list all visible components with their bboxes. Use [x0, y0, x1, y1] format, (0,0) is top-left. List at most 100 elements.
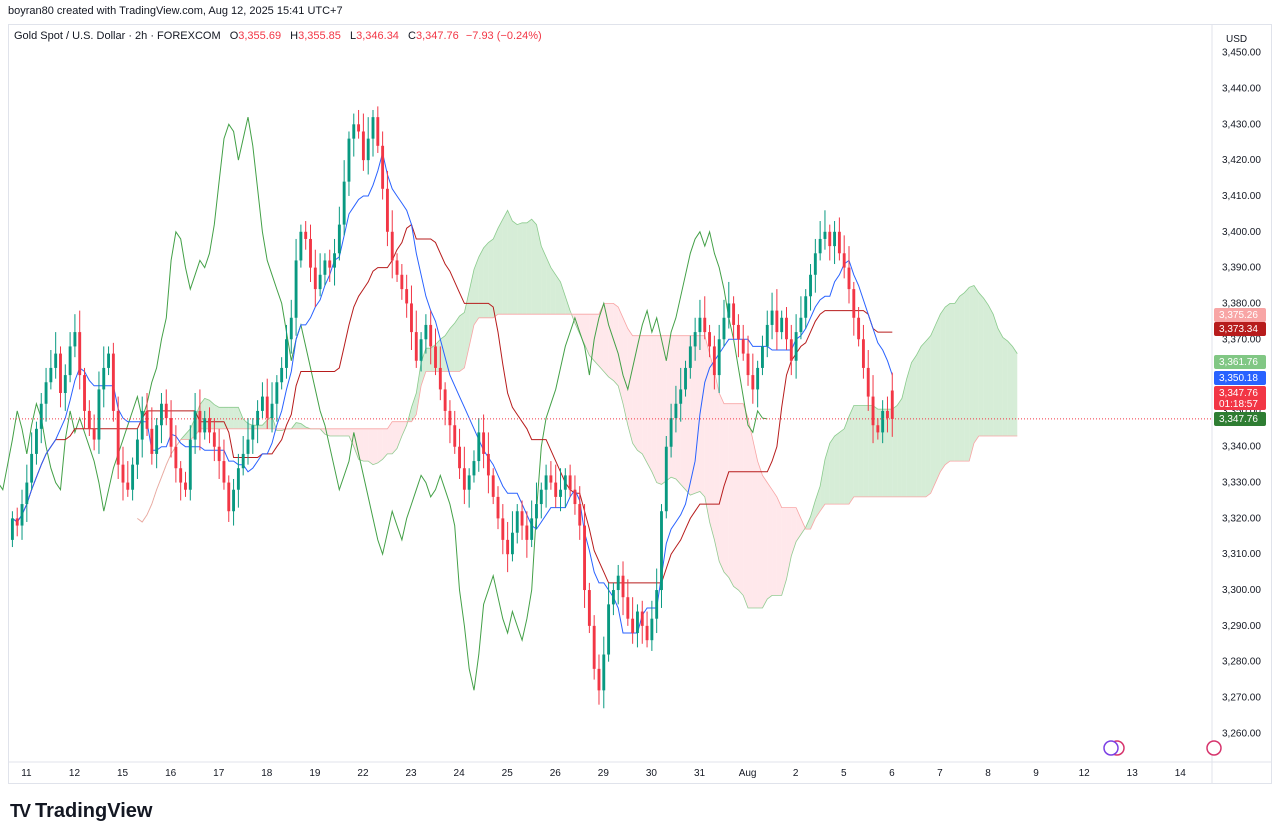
candle — [131, 457, 135, 501]
cloud-segment — [829, 435, 835, 505]
candle — [616, 564, 620, 605]
candle — [453, 410, 457, 454]
cloud-segment — [772, 489, 777, 596]
change-value: −7.93 (−0.24%) — [465, 30, 542, 42]
candle — [515, 504, 519, 544]
cloud-segment — [584, 314, 590, 356]
time-tick-label: 18 — [261, 768, 273, 779]
candle — [794, 314, 798, 379]
time-tick-label: 17 — [213, 768, 225, 779]
candle — [462, 446, 466, 505]
candle — [607, 582, 611, 662]
cloud-segment — [454, 315, 460, 372]
candle — [458, 428, 461, 479]
candle — [44, 367, 48, 422]
cloud-segment — [560, 281, 566, 315]
cloud-segment — [719, 393, 724, 573]
candle — [727, 281, 731, 329]
time-tick-label: 12 — [69, 768, 81, 779]
candle — [429, 310, 433, 365]
candle — [160, 393, 163, 444]
time-tick-label: 22 — [357, 768, 369, 779]
cloud-segment — [228, 407, 234, 429]
cloud-segment — [397, 421, 402, 449]
cloud-segment — [618, 307, 624, 404]
candle — [188, 425, 192, 501]
cloud-segment — [296, 422, 301, 429]
candle — [698, 299, 702, 351]
open-value: 3,355.69 — [238, 30, 282, 42]
candle — [592, 615, 596, 680]
ichimoku-cloud — [137, 210, 1018, 608]
cloud-segment — [680, 335, 686, 490]
cloud-segment — [546, 256, 551, 315]
cloud-segment — [401, 421, 407, 436]
candle — [323, 253, 327, 286]
candle — [371, 109, 375, 157]
cloud-segment — [243, 418, 248, 429]
candle — [63, 364, 67, 411]
candle — [145, 393, 149, 436]
globe-icon-right[interactable] — [1206, 740, 1222, 756]
price-tick-label: 3,430.00 — [1222, 119, 1261, 130]
cloud-segment — [459, 312, 465, 372]
cloud-segment — [627, 328, 633, 444]
cloud-segment — [334, 428, 340, 436]
candle — [150, 407, 154, 465]
candle — [419, 332, 423, 372]
price-tick-label: 3,290.00 — [1222, 621, 1261, 632]
candle — [765, 310, 769, 358]
cloud-segment — [392, 421, 398, 454]
cloud-segment — [214, 404, 220, 429]
candle — [87, 400, 91, 436]
cloud-segment — [748, 418, 753, 608]
time-tick-label: 15 — [117, 768, 129, 779]
globe-icon[interactable] — [1103, 740, 1125, 756]
cloud-segment — [368, 428, 374, 465]
cloud-segment — [824, 443, 830, 505]
time-tick-label: 19 — [309, 768, 321, 779]
candle — [203, 410, 207, 440]
cloud-segment — [820, 459, 825, 512]
candle — [385, 170, 389, 247]
cloud-segment — [473, 256, 479, 325]
candle — [770, 292, 774, 340]
cloud-segment — [373, 428, 378, 465]
candle — [410, 285, 413, 351]
candle — [25, 464, 29, 522]
candle — [304, 221, 308, 250]
candle — [813, 238, 817, 293]
cloud-segment — [993, 314, 999, 436]
cloud-segment — [983, 298, 989, 436]
candle — [39, 393, 43, 444]
cloud-segment — [935, 314, 941, 483]
cloud-segment — [276, 428, 282, 431]
time-tick-label: 5 — [841, 768, 847, 779]
candle — [828, 224, 832, 261]
cloud-segment — [541, 246, 547, 315]
countdown-label: 01:18:57 — [1219, 399, 1258, 410]
candle — [102, 346, 106, 408]
cloud-segment — [651, 335, 657, 483]
symbol-name[interactable]: Gold Spot / U.S. Dollar · 2h · FOREXCOM — [14, 30, 221, 42]
cloud-segment — [493, 228, 499, 318]
cloud-segment — [502, 210, 508, 315]
cloud-segment — [517, 222, 523, 315]
cloud-segment — [954, 296, 960, 462]
candle — [78, 310, 82, 390]
time-tick-label: 24 — [454, 768, 466, 779]
cloud-segment — [613, 303, 619, 386]
candle — [472, 450, 476, 483]
candle — [712, 335, 716, 390]
candle — [20, 489, 24, 540]
cloud-segment — [911, 355, 917, 497]
candle — [847, 246, 851, 304]
leading-span-b — [137, 303, 1018, 530]
chart-frame[interactable] — [8, 24, 1272, 784]
cloud-segment — [608, 303, 614, 381]
cloud-segment — [930, 324, 936, 494]
cloud-segment — [512, 221, 518, 315]
candle — [818, 221, 822, 261]
candle — [833, 221, 837, 265]
